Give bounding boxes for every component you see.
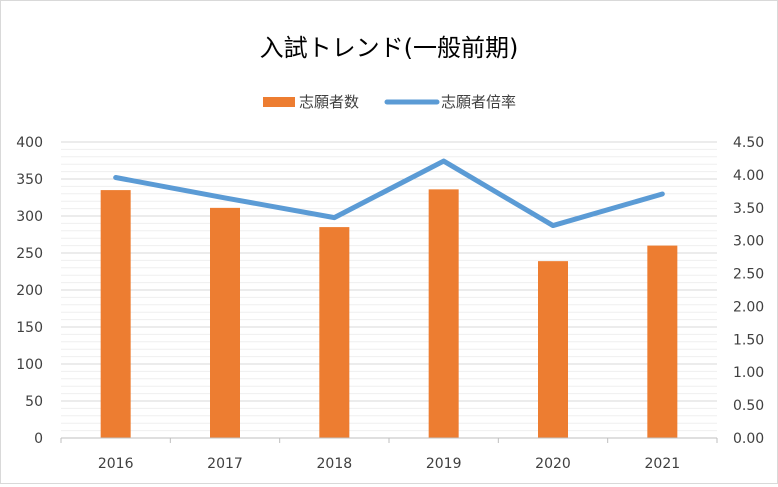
bar-2016 [101, 190, 131, 438]
y-left-tick-label: 0 [34, 431, 43, 447]
y-left-tick-label: 200 [16, 283, 43, 299]
y-left-tick-label: 400 [16, 135, 43, 151]
y-right-tick-label: 1.50 [733, 332, 764, 348]
y-left-tick-label: 150 [16, 320, 43, 336]
y-right-tick-label: 1.00 [733, 365, 764, 381]
chart-title: 入試トレンド(一般前期) [260, 34, 519, 62]
bar-2017 [210, 208, 240, 438]
y-left-tick-label: 50 [25, 394, 43, 410]
legend-swatch-bar [263, 97, 295, 107]
bar-2021 [647, 246, 677, 438]
x-tick-label: 2019 [426, 456, 462, 472]
y-left-tick-label: 100 [16, 357, 43, 373]
bar-2018 [319, 227, 349, 438]
y-left-tick-label: 350 [16, 172, 43, 188]
x-tick-label: 2017 [207, 456, 243, 472]
y-right-tick-label: 0.00 [733, 431, 764, 447]
y-right-tick-label: 3.50 [733, 201, 764, 217]
legend-label: 志願者数 [299, 93, 359, 111]
x-tick-label: 2021 [645, 456, 681, 472]
y-right-tick-label: 3.00 [733, 234, 764, 250]
y-right-tick-label: 4.50 [733, 135, 764, 151]
y-right-tick-label: 0.50 [733, 398, 764, 414]
y-left-tick-label: 250 [16, 246, 43, 262]
bar-2019 [429, 189, 459, 438]
x-tick-label: 2018 [317, 456, 353, 472]
legend-label: 志願者倍率 [441, 93, 516, 111]
legend: 志願者数 志願者倍率 [263, 93, 516, 111]
y-right-tick-label: 4.00 [733, 168, 764, 184]
x-tick-label: 2020 [535, 456, 571, 472]
y-right-tick-label: 2.00 [733, 299, 764, 315]
bar-2020 [538, 261, 568, 438]
y-right-tick-label: 2.50 [733, 267, 764, 283]
x-tick-label: 2016 [98, 456, 134, 472]
y-left-tick-label: 300 [16, 209, 43, 225]
